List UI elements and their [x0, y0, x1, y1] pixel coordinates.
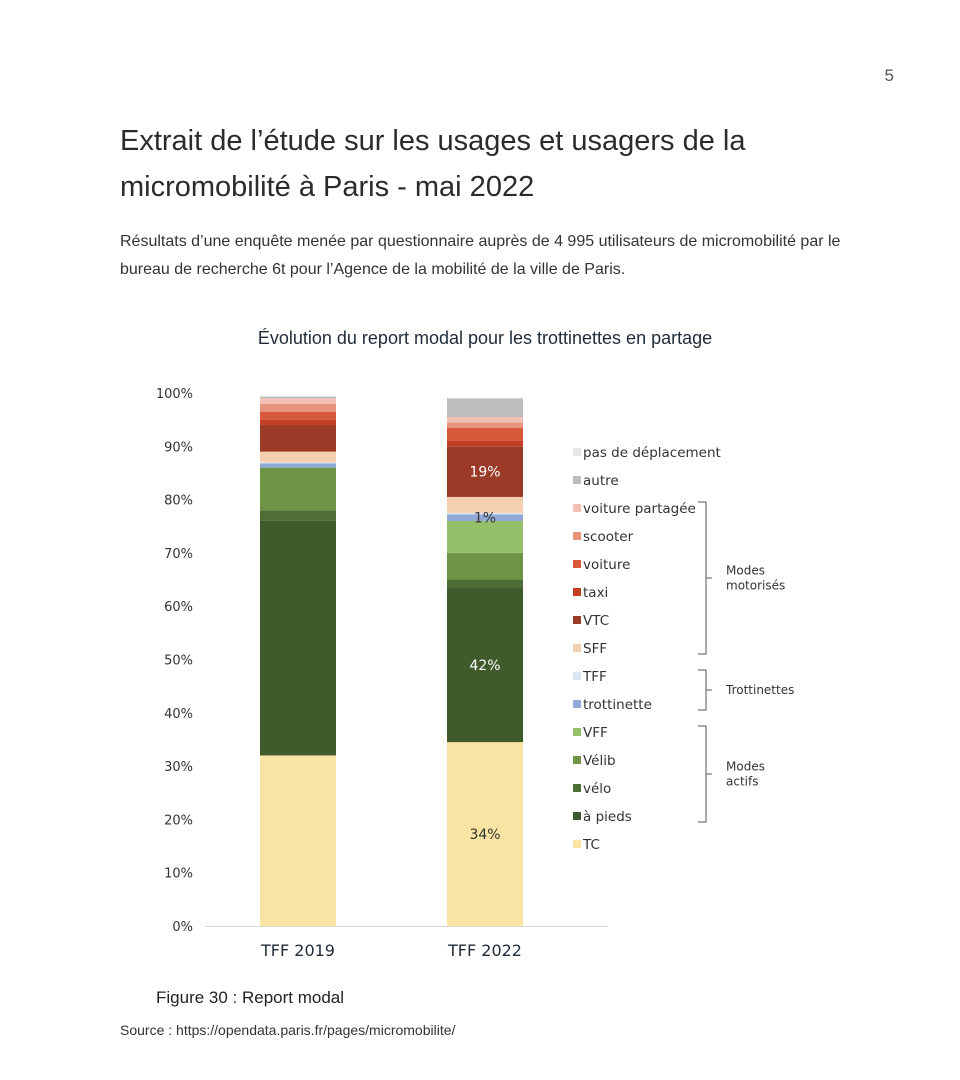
legend-label: vélo — [583, 781, 611, 797]
group-label: Modes — [726, 760, 765, 774]
legend-swatch — [573, 616, 581, 624]
legend-swatch — [573, 728, 581, 736]
legend-swatch — [573, 588, 581, 596]
page-number: 5 — [884, 66, 894, 85]
y-tick-label: 0% — [172, 920, 193, 935]
group-label: Modes — [726, 564, 765, 578]
bar-segment — [260, 755, 336, 926]
y-tick-label: 20% — [164, 813, 193, 828]
bar-segment — [447, 514, 523, 521]
chart-title: Évolution du report modal pour les trott… — [257, 328, 713, 348]
data-label: 34% — [469, 827, 500, 843]
group-bracket — [698, 725, 712, 823]
legend-swatch — [573, 756, 581, 764]
y-tick-label: 80% — [164, 494, 193, 509]
bar-segment — [260, 467, 336, 511]
y-tick-label: 100% — [156, 387, 193, 402]
group-bracket — [698, 501, 712, 655]
y-tick-label: 90% — [164, 440, 193, 455]
legend-swatch — [573, 784, 581, 792]
bar-segment — [260, 403, 336, 412]
intro-paragraph: Résultats d’une enquête menée par questi… — [120, 233, 841, 278]
bar-segment — [447, 440, 523, 447]
bar-segment — [260, 396, 336, 399]
bar-segment — [447, 446, 523, 497]
bar-segment — [447, 587, 523, 743]
bar-segment — [260, 395, 336, 397]
data-label: 19% — [469, 465, 500, 481]
legend-label: à pieds — [583, 809, 632, 825]
group-label: actifs — [726, 775, 758, 789]
bar-segment — [447, 520, 523, 553]
legend-label: VFF — [583, 725, 608, 741]
legend-swatch — [573, 448, 581, 456]
legend-swatch — [573, 700, 581, 708]
group-label: motorisés — [726, 579, 785, 593]
legend-swatch — [573, 476, 581, 484]
legend-swatch — [573, 504, 581, 512]
legend-label: scooter — [583, 529, 634, 545]
legend-label: SFF — [583, 641, 607, 657]
legend-label: voiture partagée — [583, 501, 696, 517]
bar-segment — [260, 398, 336, 404]
y-tick-label: 70% — [164, 547, 193, 562]
y-tick-label: 30% — [164, 760, 193, 775]
bar-segment — [447, 552, 523, 580]
legend-label: TC — [582, 837, 600, 853]
bar-segment — [260, 520, 336, 756]
legend-swatch — [573, 812, 581, 820]
data-label: 42% — [469, 658, 500, 674]
bar-segment — [260, 462, 336, 464]
y-tick-label: 40% — [164, 707, 193, 722]
legend-label: VTC — [583, 613, 609, 629]
legend-label: pas de déplacement — [583, 445, 721, 461]
data-label: 1% — [474, 511, 496, 527]
bar-segment — [260, 424, 336, 452]
group-bracket — [698, 669, 712, 711]
legend-label: trottinette — [583, 697, 652, 713]
bar-segment — [447, 398, 523, 417]
bar-segment — [447, 422, 523, 428]
bar-segment — [260, 451, 336, 463]
x-tick-label: TFF 2019 — [260, 941, 335, 960]
bar-segment — [260, 463, 336, 468]
legend-label: Vélib — [583, 753, 616, 769]
x-tick-label: TFF 2022 — [447, 941, 522, 960]
legend-swatch — [573, 532, 581, 540]
legend-label: voiture — [583, 557, 630, 573]
bar-segment — [260, 419, 336, 425]
legend-swatch — [573, 672, 581, 680]
bar-segment — [447, 416, 523, 423]
y-tick-label: 60% — [164, 600, 193, 615]
group-label: Trottinettes — [725, 683, 794, 697]
bar-segment — [260, 411, 336, 420]
bar-segment — [447, 579, 523, 588]
legend-label: taxi — [583, 585, 608, 601]
y-tick-label: 50% — [164, 654, 193, 669]
figure-caption: Figure 30 : Report modal — [156, 988, 345, 1007]
y-tick-label: 10% — [164, 867, 193, 882]
legend-swatch — [573, 840, 581, 848]
bar-segment — [447, 427, 523, 441]
legend-label: TFF — [582, 669, 607, 685]
bar-segment — [447, 512, 523, 515]
legend-label: autre — [583, 473, 619, 489]
page-title: Extrait de l’étude sur les usages et usa… — [120, 125, 746, 203]
legend-swatch — [573, 644, 581, 652]
bar-segment — [260, 510, 336, 521]
bar-segment — [447, 742, 523, 926]
legend-swatch — [573, 560, 581, 568]
source-note: Source : https://opendata.paris.fr/pages… — [120, 1022, 456, 1038]
bar-segment — [447, 496, 523, 513]
